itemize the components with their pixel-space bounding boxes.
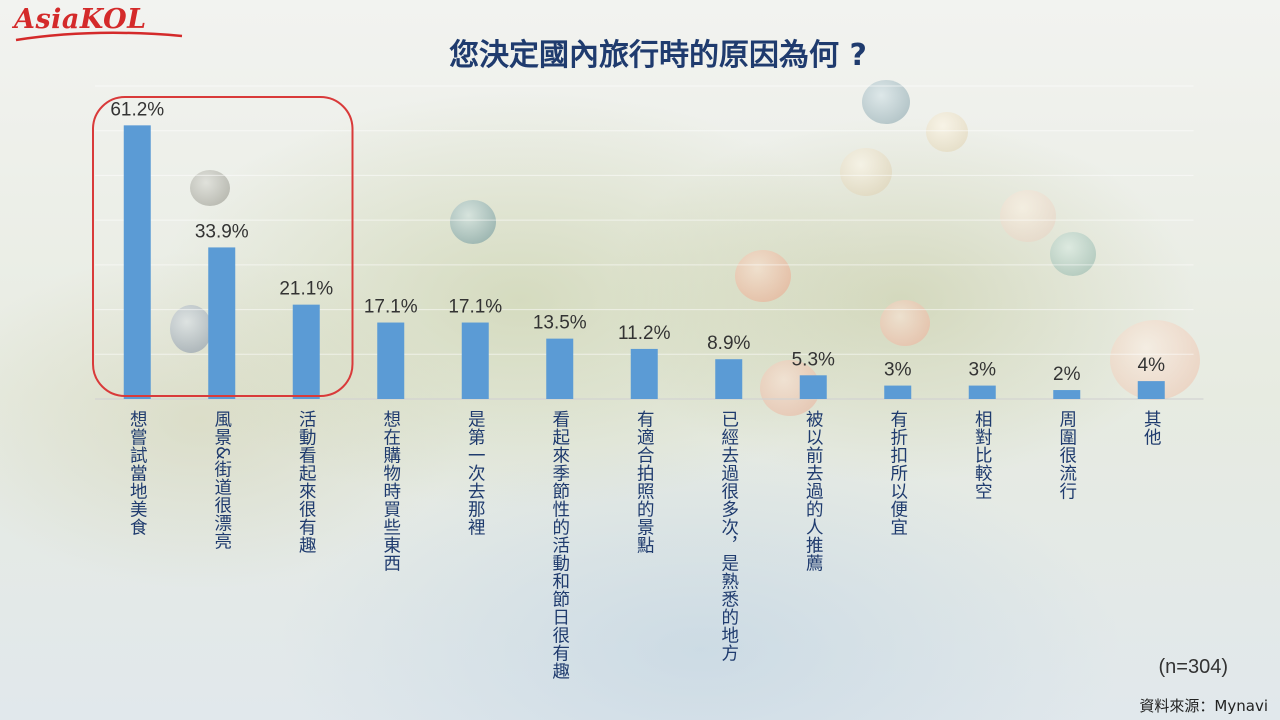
bar bbox=[208, 247, 236, 399]
map-pin-decoration bbox=[840, 148, 892, 196]
data-label: 61.2% bbox=[110, 99, 164, 120]
bar bbox=[377, 322, 405, 399]
data-label: 5.3% bbox=[792, 349, 835, 370]
data-label: 17.1% bbox=[448, 297, 502, 318]
data-label: 33.9% bbox=[195, 221, 249, 242]
map-pin-decoration bbox=[170, 305, 212, 353]
data-label: 3% bbox=[884, 360, 912, 381]
bar bbox=[461, 322, 489, 399]
bar bbox=[715, 359, 743, 399]
bar bbox=[1053, 390, 1081, 399]
category-tick-label: 想在購物時買些東西 bbox=[381, 410, 401, 572]
bar bbox=[884, 385, 912, 399]
data-label: 17.1% bbox=[364, 297, 418, 318]
bar bbox=[1137, 381, 1165, 399]
map-pin-decoration bbox=[190, 170, 230, 206]
category-tick-label: 風景&街道很漂亮 bbox=[212, 410, 232, 550]
data-label: 4% bbox=[1138, 355, 1166, 376]
map-pin-decoration bbox=[1000, 190, 1056, 242]
data-label: 8.9% bbox=[707, 333, 750, 354]
data-label: 13.5% bbox=[533, 313, 587, 334]
map-pin-decoration bbox=[880, 300, 930, 346]
category-tick-label: 想嘗試當地美食 bbox=[127, 410, 147, 536]
logo-swoosh-icon bbox=[15, 31, 183, 42]
data-source-note: 資料來源：Mynavi bbox=[1139, 697, 1268, 715]
data-label: 2% bbox=[1053, 364, 1081, 385]
bar bbox=[799, 375, 827, 399]
category-tick-label: 有適合拍照的景點 bbox=[634, 410, 654, 554]
category-tick-label: 活動看起來很有趣 bbox=[296, 410, 316, 554]
bar bbox=[630, 348, 658, 399]
category-tick-label: 看起來季節性的活動和節日很有趣 bbox=[550, 410, 570, 680]
bar bbox=[546, 338, 574, 399]
map-pin-decoration bbox=[926, 112, 968, 152]
map-pin-decoration bbox=[862, 80, 910, 124]
category-tick-label: 相對比較空 bbox=[972, 410, 992, 500]
brand-logo: AsiaKOL bbox=[14, 4, 147, 35]
bar bbox=[968, 385, 996, 399]
category-tick-label: 其他 bbox=[1141, 410, 1161, 446]
map-pin-decoration bbox=[450, 200, 496, 244]
map-pin-decoration bbox=[1050, 232, 1096, 276]
data-label: 21.1% bbox=[279, 279, 333, 300]
category-tick-label: 被以前去過的人推薦 bbox=[803, 410, 823, 572]
category-tick-label: 已經去過很多次，是熟悉的地方 bbox=[719, 410, 739, 662]
data-label: 11.2% bbox=[618, 323, 671, 344]
map-pin-decoration bbox=[735, 250, 791, 302]
bar bbox=[123, 125, 151, 399]
category-tick-label: 有折扣所以便宜 bbox=[888, 410, 908, 536]
sample-size-note: (n=304) bbox=[1158, 656, 1229, 678]
highlight-box bbox=[92, 96, 354, 397]
category-tick-label: 是第一次去那裡 bbox=[465, 410, 485, 536]
bar bbox=[292, 304, 320, 399]
page-title: 您決定國內旅行時的原因為何 ? bbox=[449, 38, 867, 73]
category-tick-label: 周圍很流行 bbox=[1057, 410, 1077, 500]
data-label: 3% bbox=[969, 360, 997, 381]
